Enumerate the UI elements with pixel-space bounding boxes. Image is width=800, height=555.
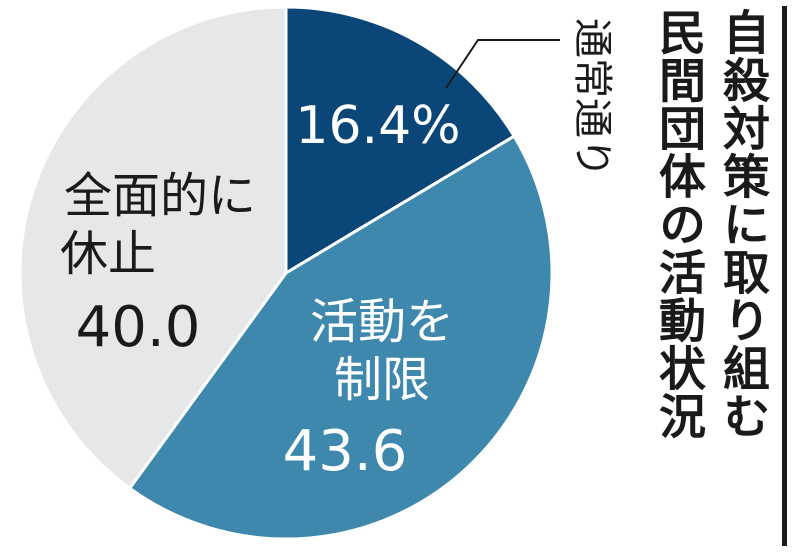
slice-suspended-name-line-1: 全面的に	[64, 168, 256, 224]
leader-line	[445, 39, 560, 89]
slice-restricted-name-line-1: 活動を	[310, 294, 454, 350]
slice-restricted-name-line-2: 制限	[334, 352, 430, 408]
slice-restricted-value-label: 43.6	[283, 419, 408, 484]
slice-normal-value-label: 16.4%	[295, 96, 460, 156]
title-rule	[782, 6, 787, 546]
slice-suspended-value-label: 40.0	[76, 295, 201, 360]
slice-restricted	[127, 134, 554, 541]
chart-title-line-1: 自殺対策に取り組む	[714, 8, 769, 440]
chart-title-line-2: 民間団体の活動状況	[650, 8, 705, 440]
slice-suspended-name-line-2: 休止	[60, 226, 156, 282]
slice-normal-name-label: 通常通り	[569, 18, 615, 178]
pie-slices	[18, 5, 554, 541]
slice-suspended	[18, 5, 288, 491]
slice-normal	[284, 5, 517, 276]
